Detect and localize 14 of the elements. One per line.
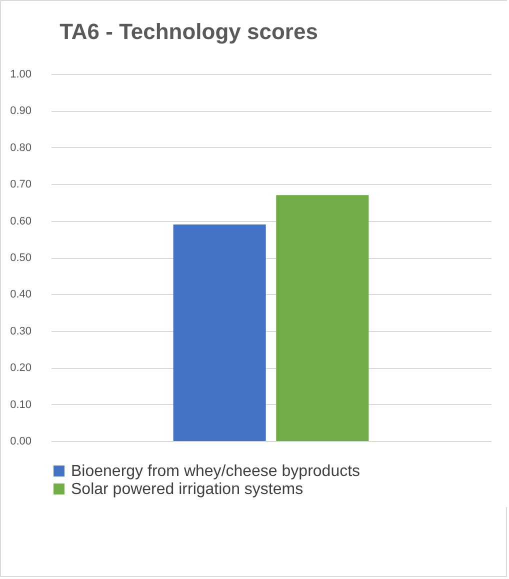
legend-label: Bioenergy from whey/cheese byproducts	[71, 463, 360, 480]
y-tick-label: 0.30	[10, 325, 32, 338]
y-tick-label: 0.90	[10, 105, 32, 118]
y-tick-label: 0.10	[10, 398, 32, 411]
y-tick-label: 0.20	[10, 362, 32, 374]
y-tick-label: 0.60	[10, 215, 32, 228]
y-tick-label: 1.00	[10, 68, 32, 80]
legend-label: Solar powered irrigation systems	[71, 481, 304, 498]
chart-title: TA6 - Technology scores	[60, 19, 318, 44]
y-tick-label: 0.00	[10, 436, 32, 448]
y-tick-label: 0.40	[10, 288, 32, 301]
y-tick-label: 0.50	[10, 252, 32, 264]
y-tick-label: 0.80	[10, 142, 32, 154]
y-tick-label: 0.70	[10, 178, 32, 191]
